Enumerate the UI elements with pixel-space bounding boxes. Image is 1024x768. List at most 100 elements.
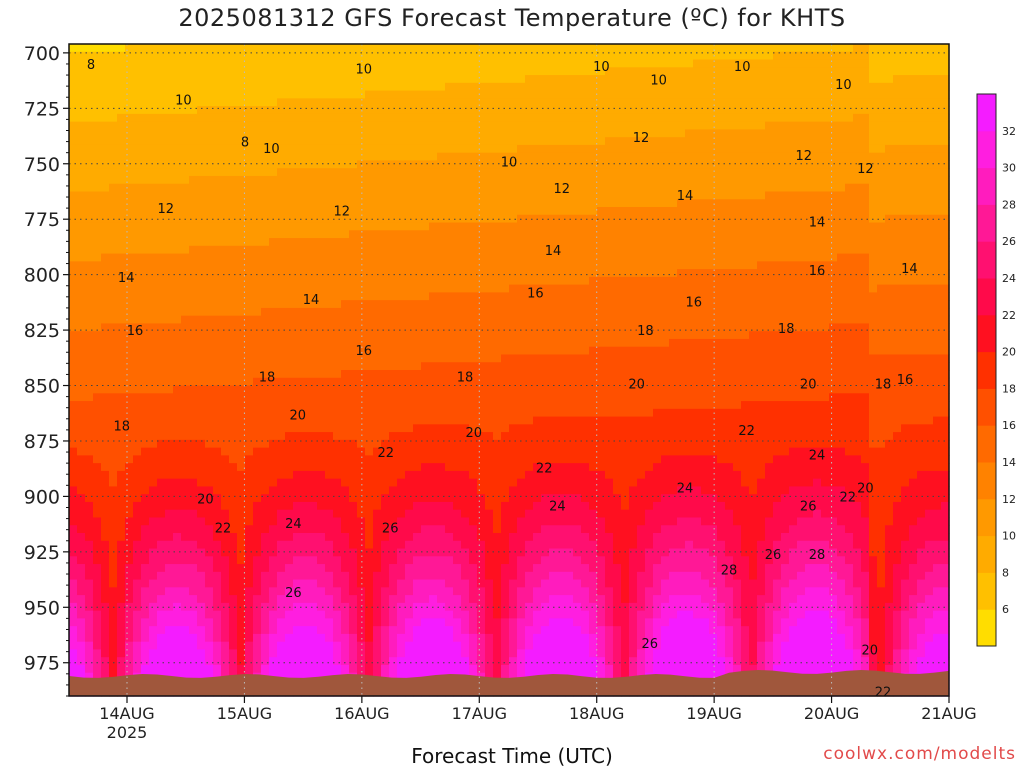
heatmap-cell [245,540,254,550]
heatmap-cell [493,470,502,480]
heatmap-cell [173,137,182,146]
heatmap-cell [349,106,358,115]
heatmap-cell [245,501,254,511]
heatmap-cell [357,323,366,332]
heatmap-cell [69,517,78,526]
heatmap-cell [493,533,502,542]
heatmap-cell [277,385,286,394]
heatmap-cell [437,307,446,317]
heatmap-cell [461,175,470,185]
heatmap-cell [93,269,102,278]
heatmap-cell [397,253,406,262]
heatmap-cell [309,447,318,456]
heatmap-cell [429,424,438,433]
heatmap-cell [117,416,126,425]
heatmap-cell [325,540,334,550]
heatmap-cell [493,540,502,550]
heatmap-cell [293,478,302,488]
heatmap-cell [125,137,134,146]
heatmap-cell [269,276,278,286]
heatmap-cell [509,144,518,154]
heatmap-cell [437,82,446,92]
heatmap-cell [309,393,318,402]
heatmap-cell [421,338,430,348]
heatmap-cell [357,595,366,604]
heatmap-cell [509,323,518,332]
heatmap-cell [133,463,142,472]
heatmap-cell [333,222,342,231]
heatmap-cell [157,439,166,449]
heatmap-cell [229,269,238,278]
heatmap-cell [277,610,286,619]
heatmap-cell [93,486,102,495]
heatmap-cell [309,579,318,588]
heatmap-cell [93,664,102,674]
heatmap-cell [117,393,126,402]
heatmap-cell [325,401,334,410]
heatmap-cell [173,106,182,115]
heatmap-cell [309,51,318,61]
heatmap-cell [525,633,534,643]
heatmap-cell [437,517,446,526]
heatmap-cell [205,284,214,293]
heatmap-cell [357,300,366,309]
heatmap-cell [525,486,534,495]
heatmap-cell [397,183,406,193]
heatmap-cell [461,207,470,216]
heatmap-cell [189,432,198,441]
heatmap-cell [437,439,446,449]
heatmap-cell [333,478,342,488]
heatmap-cell [173,447,182,456]
heatmap-cell [541,168,550,177]
heatmap-cell [325,610,334,619]
heatmap-cell [525,121,534,130]
heatmap-cell [405,509,414,519]
heatmap-cell [221,432,230,441]
heatmap-cell [293,672,302,682]
heatmap-cell [237,44,246,53]
heatmap-cell [341,338,350,348]
heatmap-cell [269,362,278,371]
heatmap-cell [309,253,318,262]
heatmap-cell [461,323,470,332]
heatmap-cell [357,191,366,200]
heatmap-cell [445,579,454,588]
heatmap-cell [397,144,406,154]
heatmap-cell [333,649,342,658]
heatmap-cell [453,564,462,573]
heatmap-cell [525,478,534,488]
heatmap-cell [349,455,358,464]
heatmap-cell [245,463,254,472]
heatmap-cell [485,75,494,84]
heatmap-cell [405,59,414,68]
heatmap-cell [277,331,286,340]
heatmap-cell [181,44,190,53]
heatmap-cell [181,595,190,604]
heatmap-cell [493,618,502,627]
heatmap-cell [173,602,182,612]
heatmap-cell [285,664,294,674]
heatmap-cell [477,517,486,526]
heatmap-cell [421,525,430,534]
heatmap-cell [269,595,278,604]
heatmap-cell [517,486,526,495]
heatmap-cell [525,214,534,224]
heatmap-cell [133,595,142,604]
heatmap-cell [253,470,262,480]
heatmap-cell [189,385,198,394]
heatmap-cell [165,408,174,418]
heatmap-cell [517,261,526,270]
heatmap-cell [349,610,358,619]
heatmap-cell [253,408,262,418]
heatmap-cell [357,230,366,239]
heatmap-cell [453,323,462,332]
heatmap-cell [293,230,302,239]
heatmap-cell [109,362,118,371]
heatmap-cell [341,470,350,480]
heatmap-cell [93,207,102,216]
heatmap-cell [333,657,342,666]
heatmap-cell [357,59,366,68]
heatmap-cell [517,59,526,68]
heatmap-cell [477,641,486,651]
heatmap-cell [445,626,454,635]
